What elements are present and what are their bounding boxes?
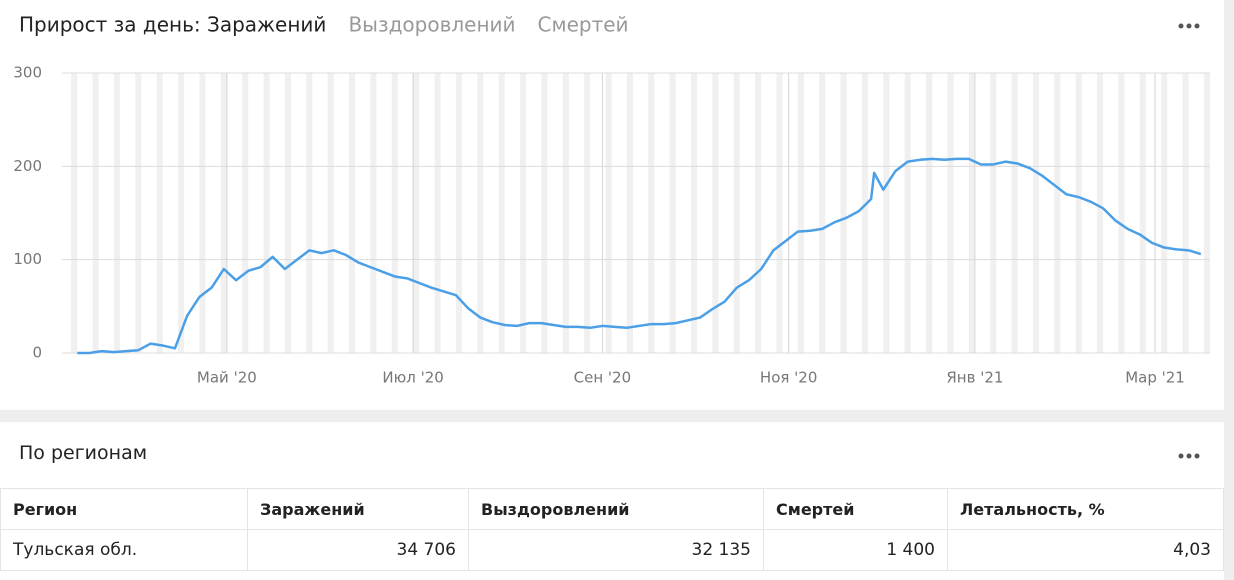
chart: Прирост за день: Заражений Выздоровлений С… [13, 13, 1210, 387]
weekend-stripe [1182, 73, 1189, 353]
weekend-stripe [220, 73, 227, 353]
table-title: По регионам [19, 442, 148, 464]
weekend-stripe [498, 73, 505, 353]
weekend-stripe [562, 73, 569, 353]
weekend-stripe [519, 73, 527, 353]
weekend-stripe [840, 73, 847, 353]
weekend-stripe [263, 73, 270, 353]
weekend-stripe [926, 73, 933, 353]
weekend-stripe [797, 73, 804, 353]
header-row: Регион Заражений Выздоровлений Смертей Летал… [0, 488, 1224, 530]
header-cell: Смертей [763, 488, 948, 530]
weekend-stripe [156, 73, 163, 353]
weekend-stripe [584, 73, 591, 353]
weekend-stripe [178, 73, 185, 353]
weekend-stripe [113, 73, 121, 353]
weekend-stripe [1054, 73, 1061, 353]
header-cell: Регион [0, 488, 248, 530]
weekend-stripe [306, 73, 313, 353]
tab[interactable]: Смертей [538, 13, 629, 37]
weekend-stripe [349, 73, 356, 353]
weekend-stripe [883, 73, 890, 353]
data-line [77, 157, 1202, 355]
x-tick-label: Май '20 [197, 369, 257, 387]
weekend-stripe [92, 73, 99, 353]
weekend-stripe [541, 73, 548, 353]
weekend-stripe [861, 73, 869, 353]
x-tick-label: Июл '20 [382, 369, 443, 387]
weekend-stripe [391, 73, 398, 353]
chart-panel: Прирост за день: Заражений Выздоровлений С… [0, 0, 1224, 410]
weekend-stripe [904, 73, 911, 353]
weekend-stripe [947, 73, 954, 353]
weekend-stripe [413, 73, 420, 353]
weekend-stripe [733, 73, 740, 353]
weekend-stripe [755, 73, 762, 353]
weekend-stripe [1203, 73, 1210, 353]
weekend-stripe [1161, 73, 1168, 353]
weekend-stripe [284, 73, 291, 353]
weekend-stripe [1118, 73, 1125, 353]
table-cell: 1 400 [763, 529, 948, 571]
weekend-stripe [1075, 73, 1082, 353]
x-tick-label: Янв '21 [946, 369, 1003, 387]
table-cell: 34 706 [247, 529, 469, 571]
region-table: Регион Заражений Выздоровлений Смертей Летал… [0, 488, 1224, 571]
weekend-stripe [990, 73, 997, 353]
weekend-stripe [370, 73, 377, 353]
weekend-stripe [648, 73, 655, 353]
weekend-stripe [776, 73, 783, 353]
more-icon[interactable] [1178, 23, 1200, 29]
x-tick-label: Мар '21 [1125, 369, 1185, 387]
weekend-stripe [690, 73, 698, 353]
y-tick-label: 0 [32, 344, 42, 362]
header-cell: Заражений [247, 488, 469, 530]
weekend-stripe [1097, 73, 1104, 353]
weekend-stripe [242, 73, 249, 353]
weekend-stripe [1011, 73, 1018, 353]
weekend-stripe [605, 73, 612, 353]
header-cell: Летальность, % [947, 488, 1224, 530]
weekend-stripe [327, 73, 334, 353]
weekend-stripe [669, 73, 676, 353]
tab[interactable]: Прирост за день: Заражений [19, 13, 326, 37]
y-tick-label: 300 [13, 64, 42, 82]
x-tick-label: Сен '20 [574, 369, 632, 387]
x-tick-label: Ноя '20 [760, 369, 817, 387]
weekend-stripe [1139, 73, 1146, 353]
weekend-stripe [626, 73, 633, 353]
weekend-stripe [455, 73, 462, 353]
weekend-stripe [968, 73, 975, 353]
weekend-stripe [71, 73, 78, 353]
weekend-stripe [199, 73, 206, 353]
more-icon[interactable] [1170, 446, 1210, 466]
table-cell: 4,03 [947, 529, 1224, 571]
table-panel: По регионам Регион Заражений Выздоровлений… [0, 422, 1224, 580]
weekend-stripe [135, 73, 142, 353]
header-cell: Выздоровлений [468, 488, 764, 530]
table-row: Тульская обл. 34 706 32 135 1 400 4,03 [0, 529, 1224, 571]
tab[interactable]: Выздоровлений [348, 13, 515, 37]
weekend-stripe [477, 73, 484, 353]
table-cell: Тульская обл. [0, 529, 248, 571]
weekend-stripe [819, 73, 826, 353]
weekend-stripe [712, 73, 719, 353]
weekend-stripe [434, 73, 441, 353]
table-cell: 32 135 [468, 529, 764, 571]
y-tick-label: 100 [13, 250, 42, 268]
y-tick-label: 200 [13, 157, 42, 175]
weekend-stripe [1032, 73, 1040, 353]
